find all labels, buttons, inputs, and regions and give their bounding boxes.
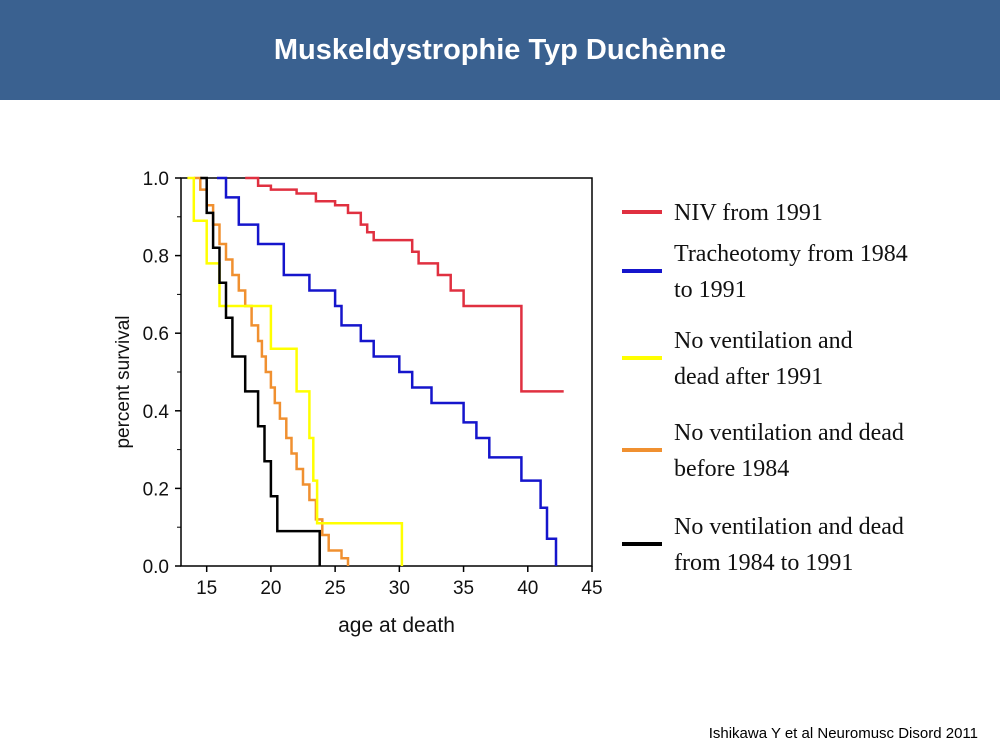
title-bar: Muskeldystrophie Typ Duchènne — [0, 0, 1000, 100]
series-line — [217, 176, 558, 566]
legend-label: NIV from 1991 — [674, 200, 823, 226]
series-line — [245, 176, 564, 393]
y-tick-label: 0.6 — [143, 324, 169, 345]
series-line — [187, 176, 404, 566]
x-tick-label: 25 — [325, 578, 346, 599]
axes: 0.0 0.2 0.4 0.6 0.8 1.0 15 20 25 30 35 40 45 age at d… — [113, 169, 603, 637]
series-line — [200, 176, 321, 566]
y-tick-label: 0.8 — [143, 247, 169, 268]
legend-label: No ventilation and dead — [674, 420, 904, 446]
legend-label: Tracheotomy from 1984 — [674, 241, 908, 267]
series-line — [193, 176, 350, 566]
plot-frame — [180, 177, 593, 567]
plot-area — [180, 177, 593, 567]
legend-label: dead after 1991 — [674, 364, 823, 390]
y-tick-label: 0.0 — [143, 557, 169, 578]
legend-label: No ventilation and dead — [674, 514, 904, 540]
legend-label: No ventilation and — [674, 328, 853, 354]
x-tick-label: 35 — [453, 578, 474, 599]
y-tick-label: 0.2 — [143, 479, 169, 500]
x-axis-label: age at death — [338, 614, 455, 637]
x-tick-label: 20 — [260, 578, 281, 599]
citation: Ishikawa Y et al Neuromusc Disord 2011 — [708, 725, 978, 742]
x-tick-label: 15 — [196, 578, 217, 599]
y-tick-label: 0.4 — [143, 402, 170, 423]
slide-title: Muskeldystrophie Typ Duchènne — [273, 34, 727, 66]
legend-label: from 1984 to 1991 — [674, 550, 853, 576]
x-tick-label: 45 — [581, 578, 602, 599]
survival-chart: 0.0 0.2 0.4 0.6 0.8 1.0 15 20 25 30 35 40 45 age at d… — [113, 169, 908, 637]
y-tick-label: 1.0 — [143, 169, 169, 190]
series-layer — [187, 176, 564, 566]
legend: NIV from 1991 Tracheotomy from 1984 to 199… — [622, 200, 908, 576]
legend-label: to 1991 — [674, 277, 747, 303]
y-axis-label: percent survival — [113, 315, 134, 448]
legend-label: before 1984 — [674, 456, 789, 482]
x-tick-label: 40 — [517, 578, 538, 599]
x-tick-label: 30 — [389, 578, 410, 599]
